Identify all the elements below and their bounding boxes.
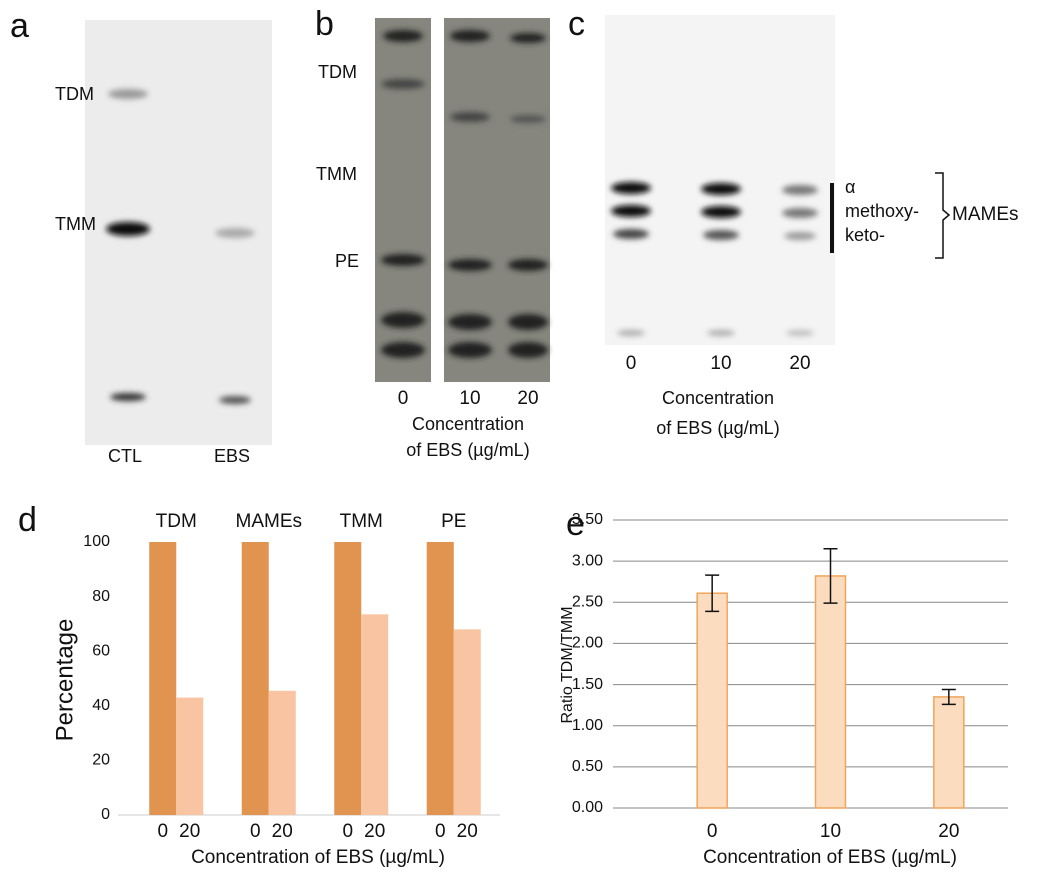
category-label: PE bbox=[441, 511, 466, 532]
x-axis-label: Concentration of EBS (µg/mL) bbox=[191, 847, 445, 868]
band-label: α bbox=[845, 177, 855, 197]
series-label: 20 bbox=[179, 821, 200, 842]
panel-label: b bbox=[315, 5, 334, 43]
error-bar bbox=[705, 574, 720, 613]
axis-label: of EBS (µg/mL) bbox=[406, 440, 529, 460]
bar bbox=[426, 542, 454, 815]
category-label: MAMEs bbox=[236, 511, 303, 532]
y-axis-label: Ratio TDM/TMM bbox=[559, 606, 576, 723]
y-tick-label: 40 bbox=[92, 697, 110, 714]
lane-label: 20 bbox=[789, 353, 810, 374]
panel-label: e bbox=[566, 505, 585, 543]
series-label: 0 bbox=[250, 821, 261, 842]
band-label: TDM bbox=[55, 84, 94, 104]
bar bbox=[241, 542, 269, 815]
lane-label: CTL bbox=[108, 446, 142, 466]
bar bbox=[361, 614, 389, 815]
tlc-image bbox=[85, 20, 272, 445]
bar bbox=[176, 697, 204, 815]
lane-label: 10 bbox=[459, 388, 480, 409]
bar bbox=[334, 542, 362, 815]
y-tick-label: 0 bbox=[101, 806, 110, 823]
x-tick-label: 20 bbox=[938, 821, 959, 842]
axis-label: Concentration bbox=[412, 414, 524, 434]
lane-label: 20 bbox=[517, 388, 538, 409]
band-label: PE bbox=[335, 251, 359, 271]
bar bbox=[933, 696, 965, 809]
error-bar bbox=[823, 548, 838, 604]
category-label: TMM bbox=[340, 511, 383, 532]
lane-label: EBS bbox=[214, 446, 250, 466]
panel-label: a bbox=[10, 7, 29, 45]
x-axis-label: Concentration of EBS (µg/mL) bbox=[703, 847, 957, 868]
category-label: TDM bbox=[156, 511, 197, 532]
y-axis-label: Percentage bbox=[51, 619, 78, 742]
y-tick-label: 100 bbox=[83, 533, 110, 550]
x-tick-label: 0 bbox=[707, 821, 718, 842]
bar bbox=[268, 690, 296, 815]
tlc-image bbox=[605, 15, 835, 345]
y-tick-label: 80 bbox=[92, 588, 110, 605]
y-tick-label: 0.50 bbox=[572, 758, 603, 775]
band-label: TDM bbox=[318, 62, 357, 82]
series-label: 0 bbox=[435, 821, 446, 842]
series-label: 20 bbox=[272, 821, 293, 842]
y-tick-label: 3.00 bbox=[572, 552, 603, 569]
panel-label: d bbox=[18, 501, 37, 539]
series-label: 0 bbox=[157, 821, 168, 842]
y-tick-label: 2.50 bbox=[572, 594, 603, 611]
y-tick-label: 2.00 bbox=[572, 635, 603, 652]
y-tick-label: 1.00 bbox=[572, 717, 603, 734]
bar bbox=[149, 542, 177, 815]
bar bbox=[696, 592, 728, 809]
panel-label: c bbox=[568, 5, 585, 43]
band-label: keto- bbox=[845, 225, 885, 245]
y-tick-label: 3.50 bbox=[572, 511, 603, 528]
axis-label: of EBS (µg/mL) bbox=[656, 418, 779, 438]
bar bbox=[814, 575, 847, 809]
tlc-image bbox=[375, 18, 550, 382]
y-tick-label: 0.00 bbox=[572, 799, 603, 816]
y-tick-label: 60 bbox=[92, 642, 110, 659]
x-tick-label: 10 bbox=[820, 821, 841, 842]
bracket bbox=[830, 183, 834, 253]
brace bbox=[935, 172, 951, 259]
axis-label: Concentration bbox=[662, 388, 774, 408]
series-label: 0 bbox=[342, 821, 353, 842]
band-label: TMM bbox=[316, 164, 357, 184]
group-label: MAMEs bbox=[952, 204, 1019, 225]
band-label: methoxy- bbox=[845, 201, 919, 221]
y-tick-label: 20 bbox=[92, 752, 110, 769]
error-bar bbox=[941, 688, 956, 706]
bar bbox=[453, 629, 481, 815]
series-label: 20 bbox=[364, 821, 385, 842]
lane-label: 10 bbox=[710, 353, 731, 374]
band-label: TMM bbox=[55, 214, 96, 234]
lane-label: 0 bbox=[626, 353, 637, 374]
series-label: 20 bbox=[457, 821, 478, 842]
lane-label: 0 bbox=[398, 388, 409, 409]
y-tick-label: 1.50 bbox=[572, 676, 603, 693]
